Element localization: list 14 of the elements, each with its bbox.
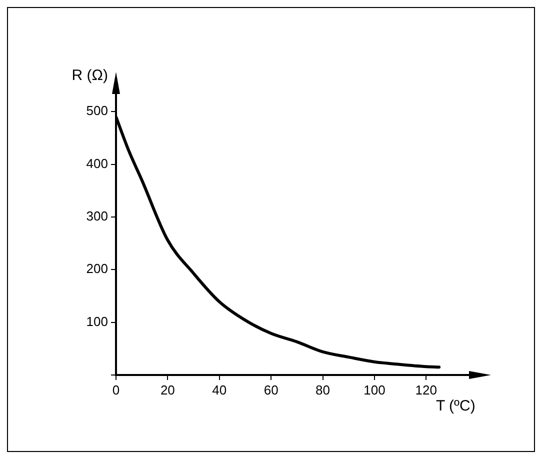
x-tick-label: 40 bbox=[212, 382, 227, 398]
y-tick-label: 100 bbox=[86, 314, 108, 329]
x-tick-label: 0 bbox=[112, 382, 120, 398]
y-tick-label: 300 bbox=[86, 208, 108, 224]
x-tick-label: 100 bbox=[364, 382, 386, 398]
x-tick-label: 80 bbox=[316, 382, 330, 398]
x-axis-title: T (ºC) bbox=[436, 398, 476, 415]
y-axis-title: R (Ω) bbox=[72, 67, 108, 84]
x-tick-label: 120 bbox=[415, 382, 437, 398]
x-tick-label: 20 bbox=[160, 382, 175, 398]
x-tick-label: 60 bbox=[264, 382, 278, 398]
y-tick-label: 500 bbox=[86, 103, 108, 118]
y-tick-label: 200 bbox=[86, 261, 108, 276]
y-tick-label: 400 bbox=[86, 156, 108, 171]
